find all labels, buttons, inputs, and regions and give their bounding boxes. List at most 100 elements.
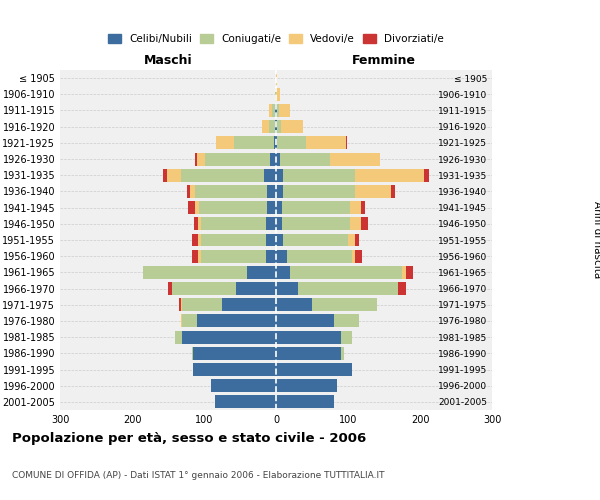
Bar <box>181 169 264 181</box>
Text: Anni di nascita: Anni di nascita <box>592 202 600 278</box>
Bar <box>276 379 337 392</box>
Bar <box>190 185 196 198</box>
Bar <box>276 266 290 279</box>
Bar <box>276 363 352 376</box>
Bar <box>276 298 312 311</box>
Bar <box>269 120 275 133</box>
Bar <box>277 120 281 133</box>
Bar <box>355 185 391 198</box>
Bar <box>276 218 282 230</box>
Bar <box>182 330 276 344</box>
Bar <box>205 152 270 166</box>
Bar <box>201 234 266 246</box>
Bar <box>197 234 201 246</box>
Bar <box>201 250 266 262</box>
Bar <box>143 266 247 279</box>
Bar <box>277 136 306 149</box>
Bar <box>355 169 424 181</box>
Bar <box>276 250 287 262</box>
Bar <box>275 88 276 101</box>
Bar <box>341 330 352 344</box>
Bar <box>274 136 276 149</box>
Bar <box>346 136 347 149</box>
Bar <box>334 314 359 328</box>
Bar <box>192 347 193 360</box>
Bar <box>187 185 190 198</box>
Bar <box>275 104 276 117</box>
Legend: Celibi/Nubili, Coniugati/e, Vedovi/e, Divorziati/e: Celibi/Nubili, Coniugati/e, Vedovi/e, Di… <box>105 31 447 48</box>
Bar <box>247 266 276 279</box>
Bar <box>283 234 348 246</box>
Bar <box>348 234 355 246</box>
Bar <box>290 266 402 279</box>
Bar <box>215 396 276 408</box>
Bar <box>361 218 368 230</box>
Bar <box>276 396 334 408</box>
Bar <box>276 330 341 344</box>
Bar <box>199 201 268 214</box>
Bar <box>182 298 222 311</box>
Bar <box>266 250 276 262</box>
Bar <box>276 282 298 295</box>
Bar <box>262 120 269 133</box>
Bar <box>406 266 413 279</box>
Bar <box>222 298 276 311</box>
Bar <box>306 136 346 149</box>
Bar <box>424 169 430 181</box>
Bar <box>163 169 167 181</box>
Bar <box>298 282 398 295</box>
Bar <box>391 185 395 198</box>
Bar <box>168 282 172 295</box>
Bar <box>275 120 276 133</box>
Bar <box>272 104 275 117</box>
Bar <box>402 266 406 279</box>
Bar <box>276 234 283 246</box>
Bar <box>277 104 279 117</box>
Bar <box>276 347 341 360</box>
Bar <box>330 152 380 166</box>
Bar <box>197 250 201 262</box>
Bar <box>264 169 276 181</box>
Bar <box>181 298 182 311</box>
Bar <box>283 169 355 181</box>
Bar <box>175 330 182 344</box>
Bar <box>361 201 365 214</box>
Bar <box>236 282 276 295</box>
Bar <box>216 136 234 149</box>
Bar <box>194 218 197 230</box>
Bar <box>167 169 181 181</box>
Bar <box>276 88 280 101</box>
Bar <box>276 104 277 117</box>
Bar <box>188 201 196 214</box>
Bar <box>266 218 276 230</box>
Bar <box>268 201 276 214</box>
Bar <box>197 218 201 230</box>
Text: COMUNE DI OFFIDA (AP) - Dati ISTAT 1° gennaio 2006 - Elaborazione TUTTITALIA.IT: COMUNE DI OFFIDA (AP) - Dati ISTAT 1° ge… <box>12 471 385 480</box>
Bar <box>282 201 350 214</box>
Bar <box>341 347 344 360</box>
Bar <box>201 218 266 230</box>
Bar <box>350 201 361 214</box>
Text: Maschi: Maschi <box>143 54 193 67</box>
Bar <box>276 201 282 214</box>
Bar <box>350 218 361 230</box>
Bar <box>312 298 377 311</box>
Bar <box>234 136 274 149</box>
Bar <box>192 250 197 262</box>
Bar <box>276 136 277 149</box>
Bar <box>276 72 277 85</box>
Bar <box>279 104 290 117</box>
Bar <box>276 169 283 181</box>
Bar <box>282 218 350 230</box>
Bar <box>193 363 276 376</box>
Bar <box>276 120 277 133</box>
Bar <box>269 104 272 117</box>
Bar <box>270 152 276 166</box>
Bar <box>196 201 199 214</box>
Bar <box>181 314 182 328</box>
Bar <box>268 185 276 198</box>
Bar <box>283 185 355 198</box>
Bar <box>276 152 280 166</box>
Bar <box>196 185 268 198</box>
Bar <box>197 314 276 328</box>
